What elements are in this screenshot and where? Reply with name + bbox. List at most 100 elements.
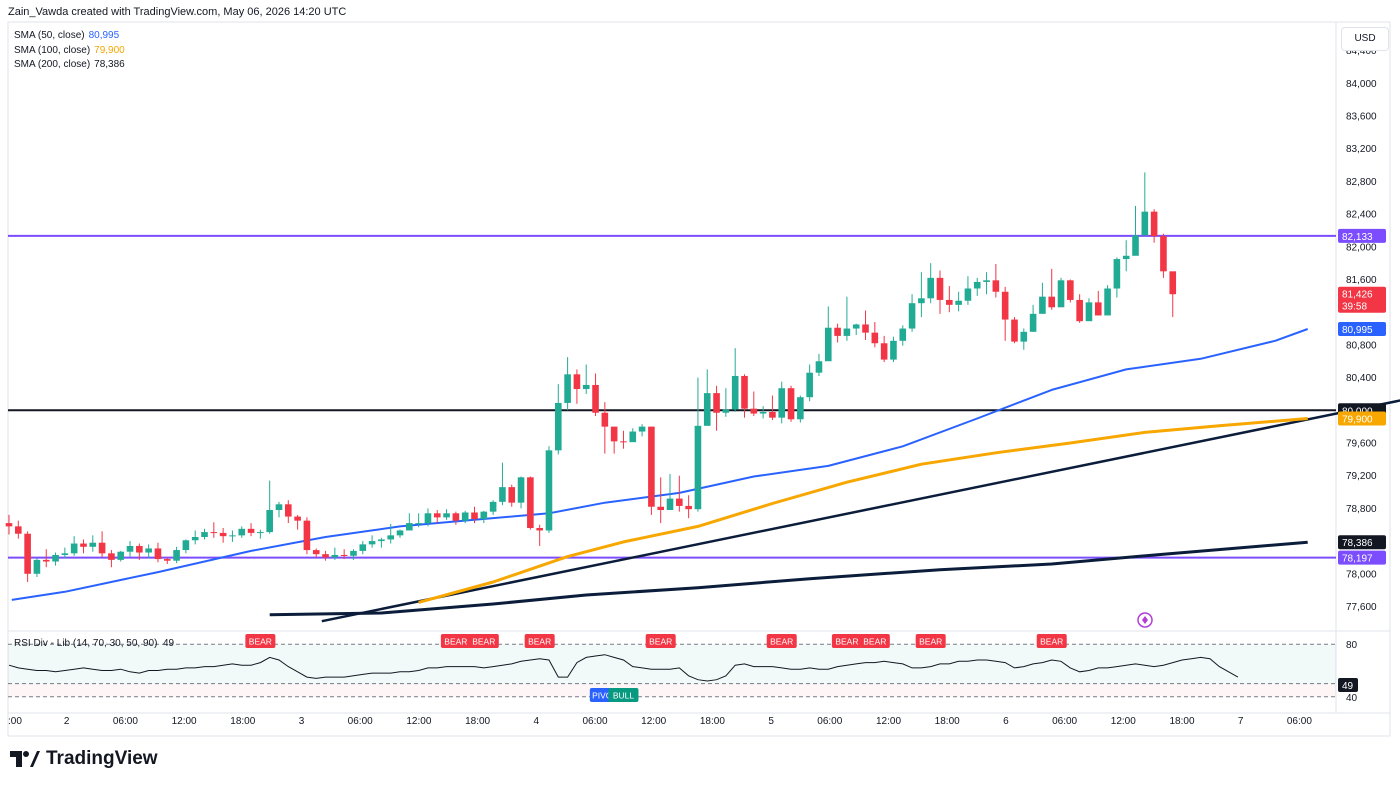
candle[interactable] <box>908 294 916 332</box>
candle[interactable] <box>638 424 646 437</box>
candle[interactable] <box>312 548 320 558</box>
price-tag[interactable]: 78,386 <box>1338 535 1386 550</box>
candle[interactable] <box>685 495 692 519</box>
candle[interactable] <box>443 509 450 520</box>
legend-sma100[interactable]: SMA (100, close) 79,900 <box>14 44 125 56</box>
candle[interactable] <box>433 510 441 524</box>
candle[interactable] <box>136 543 143 560</box>
price-tag[interactable]: 79,900 <box>1338 411 1386 426</box>
candle[interactable] <box>1132 205 1139 256</box>
rsi-signal-bull[interactable]: BULL <box>608 688 639 702</box>
candle[interactable] <box>862 310 869 340</box>
candle[interactable] <box>1039 282 1046 314</box>
candle[interactable] <box>918 272 925 318</box>
candle[interactable] <box>322 550 329 561</box>
currency-button[interactable]: USD <box>1341 27 1389 51</box>
candle[interactable] <box>843 296 851 341</box>
candle[interactable] <box>759 406 767 419</box>
candle[interactable] <box>1029 304 1037 332</box>
candle[interactable] <box>1094 290 1102 316</box>
rsi-signal-bear[interactable]: BEAR <box>245 634 276 648</box>
legend-sma50[interactable]: SMA (50, close) 80,995 <box>14 30 120 41</box>
candle[interactable] <box>517 476 525 509</box>
candle[interactable] <box>480 510 488 524</box>
candle[interactable] <box>694 377 702 512</box>
candle[interactable] <box>1067 279 1074 303</box>
price-tag[interactable]: 80,995 <box>1338 321 1386 336</box>
candle[interactable] <box>964 276 972 305</box>
rsi-signal-bear[interactable]: BEAR <box>468 634 499 648</box>
candle[interactable] <box>554 384 562 455</box>
candle[interactable] <box>294 514 301 530</box>
candle[interactable] <box>778 381 786 424</box>
rsi-signal-bear[interactable]: BEAR <box>859 634 890 648</box>
candle[interactable] <box>340 549 348 560</box>
candle[interactable] <box>1085 298 1093 322</box>
rsi-line[interactable] <box>8 654 1239 682</box>
candle[interactable] <box>582 364 590 394</box>
candle[interactable] <box>666 474 674 511</box>
candle[interactable] <box>378 537 385 548</box>
candle[interactable] <box>406 513 413 531</box>
candle[interactable] <box>815 353 823 376</box>
candle[interactable] <box>536 524 543 546</box>
level-price-tag[interactable]: 82,133 <box>1338 228 1386 243</box>
candle[interactable] <box>703 369 711 426</box>
candle[interactable] <box>983 272 990 295</box>
candle[interactable] <box>238 526 246 538</box>
rsi-signal-bear[interactable]: BEAR <box>915 634 946 648</box>
rsi-signal-bear[interactable]: BEAR <box>766 634 797 648</box>
candle[interactable] <box>117 550 125 562</box>
candle[interactable] <box>508 484 516 507</box>
sma100-line[interactable] <box>418 417 1308 604</box>
candle[interactable] <box>1122 240 1130 272</box>
candle[interactable] <box>713 385 720 431</box>
candle[interactable] <box>154 542 162 563</box>
candle[interactable] <box>24 531 31 582</box>
candle[interactable] <box>387 523 395 544</box>
candle[interactable] <box>750 391 758 417</box>
ai-sparkle-icon[interactable] <box>1137 612 1153 628</box>
candle[interactable] <box>676 475 683 512</box>
candle[interactable] <box>98 531 106 558</box>
candle[interactable] <box>871 322 879 348</box>
candle[interactable] <box>1020 328 1028 350</box>
candle[interactable] <box>108 550 115 568</box>
candle[interactable] <box>1104 285 1111 316</box>
candle[interactable] <box>1113 257 1121 298</box>
candle[interactable] <box>880 335 888 363</box>
candle[interactable] <box>824 306 832 362</box>
sma200-line[interactable] <box>269 540 1308 617</box>
trendline[interactable] <box>321 382 1400 623</box>
candle[interactable] <box>210 522 218 538</box>
candle[interactable] <box>173 546 180 564</box>
candle[interactable] <box>42 549 50 568</box>
candle[interactable] <box>601 402 609 454</box>
candle[interactable] <box>359 541 367 555</box>
candle[interactable] <box>899 325 907 346</box>
candle[interactable] <box>592 373 599 417</box>
candle[interactable] <box>182 539 190 554</box>
candle[interactable] <box>936 270 944 314</box>
candle[interactable] <box>452 511 460 525</box>
candle[interactable] <box>396 529 404 538</box>
candle[interactable] <box>471 506 478 524</box>
candle[interactable] <box>126 541 134 557</box>
candle[interactable] <box>5 514 13 535</box>
candle[interactable] <box>741 374 748 418</box>
candle[interactable] <box>285 500 292 524</box>
candle[interactable] <box>992 263 1000 298</box>
rsi-signal-bear[interactable]: BEAR <box>645 634 676 648</box>
candle[interactable] <box>1057 277 1065 308</box>
candle[interactable] <box>1169 271 1177 318</box>
candle[interactable] <box>257 529 264 539</box>
candle[interactable] <box>797 395 804 423</box>
candle[interactable] <box>350 549 357 560</box>
candle[interactable] <box>489 500 497 515</box>
candle[interactable] <box>890 336 897 363</box>
candle[interactable] <box>415 513 422 528</box>
candle[interactable] <box>89 535 97 552</box>
rsi-signal-bear[interactable]: BEAR <box>524 634 555 648</box>
candle[interactable] <box>806 364 813 402</box>
